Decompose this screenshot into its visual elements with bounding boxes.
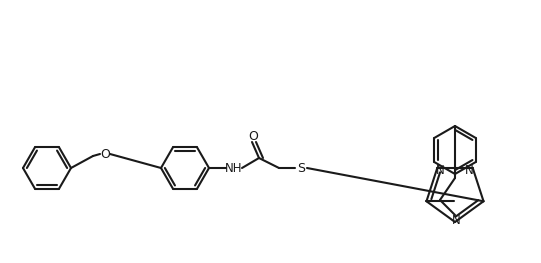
Text: NH: NH: [225, 161, 243, 174]
Text: N: N: [465, 164, 474, 177]
Text: N: N: [436, 164, 445, 177]
Text: O: O: [248, 129, 258, 143]
Text: S: S: [297, 161, 305, 174]
Text: N: N: [452, 214, 460, 226]
Text: O: O: [100, 148, 110, 160]
